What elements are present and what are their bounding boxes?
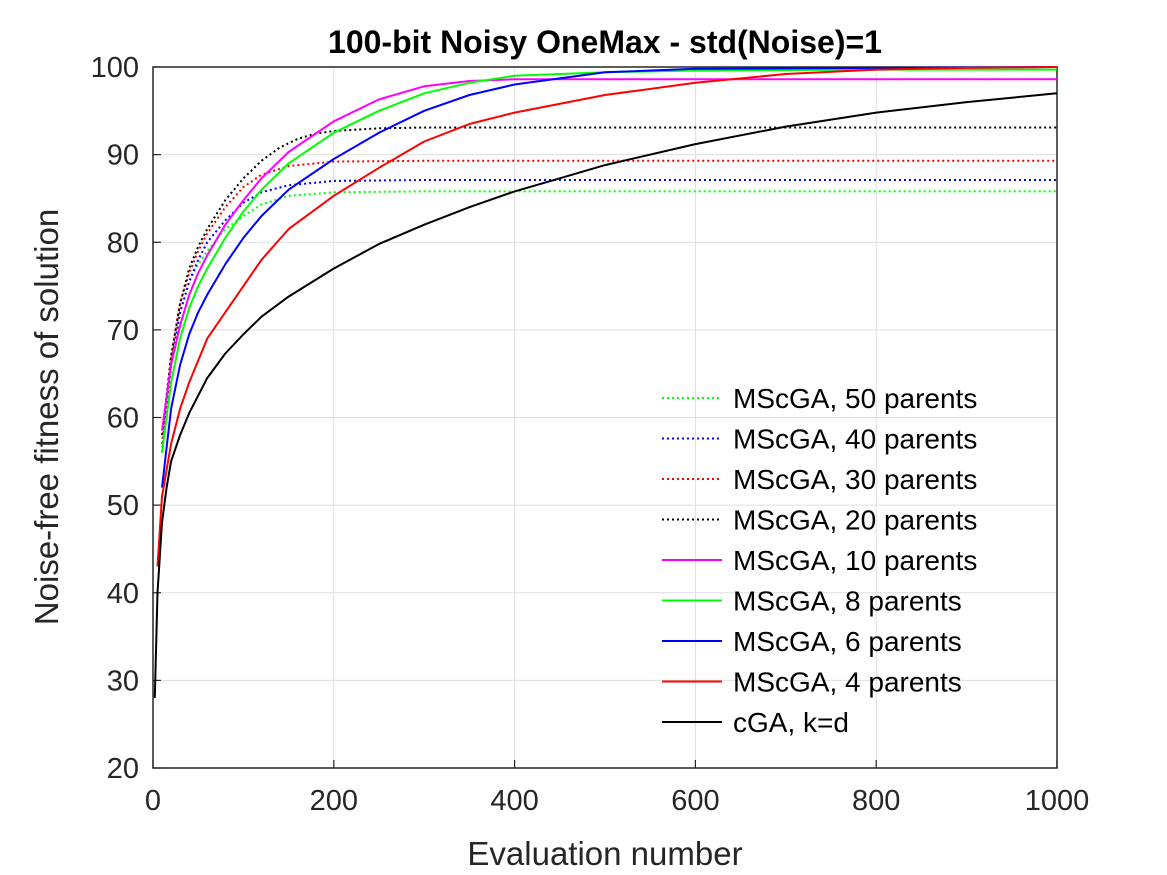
x-tick-label: 400	[490, 785, 538, 817]
series-line-mscga-50-parents	[161, 190, 1057, 453]
plot-frame	[152, 66, 1058, 769]
legend-label: MScGA, 6 parents	[733, 626, 962, 657]
series-line-mscga-6-parents	[161, 66, 1058, 488]
legend-label: MScGA, 20 parents	[733, 505, 977, 536]
series-line-mscga-20-parents	[161, 126, 1057, 436]
x-tick-label: 0	[145, 785, 161, 817]
y-tick-label: 20	[107, 753, 139, 785]
x-tick-label: 600	[671, 785, 719, 817]
y-tick-labels: 20 30 40 50 60 70 80 90 100	[91, 52, 139, 785]
series-line-cga-k-d	[153, 92, 1058, 698]
series-line-mscga-4-parents	[156, 66, 1058, 567]
x-axis-label: Evaluation number	[467, 835, 742, 872]
y-tick-label: 60	[107, 403, 139, 435]
series-line-mscga-30-parents	[161, 159, 1057, 444]
legend: MScGA, 50 parents MScGA, 40 parents MScGA,…	[662, 383, 977, 738]
y-tick-label: 30	[107, 665, 139, 697]
y-tick-label: 90	[107, 140, 139, 172]
legend-label: MScGA, 10 parents	[733, 545, 977, 576]
y-tick-label: 50	[107, 490, 139, 522]
series-layer	[153, 66, 1058, 698]
y-axis-label: Noise-free fitness of solution	[28, 209, 65, 625]
series-line-mscga-10-parents	[161, 78, 1057, 431]
series-line-mscga-40-parents	[161, 179, 1057, 453]
x-tick-label: 1000	[1025, 785, 1090, 817]
y-tick-label: 80	[107, 227, 139, 259]
legend-label: MScGA, 8 parents	[733, 586, 962, 617]
legend-label: MScGA, 40 parents	[733, 424, 977, 455]
legend-label: MScGA, 4 parents	[733, 667, 962, 698]
x-tick-label: 800	[852, 785, 900, 817]
chart-title: 100-bit Noisy OneMax - std(Noise)=1	[328, 24, 882, 60]
y-tick-label: 100	[91, 52, 139, 84]
y-tick-label: 70	[107, 315, 139, 347]
y-tick-label: 40	[107, 578, 139, 610]
legend-label: cGA, k=d	[733, 707, 849, 738]
x-tick-label: 200	[310, 785, 358, 817]
legend-label: MScGA, 30 parents	[733, 464, 977, 495]
x-tick-labels: 0 200 400 600 800 1000	[145, 785, 1089, 817]
legend-label: MScGA, 50 parents	[733, 383, 977, 414]
